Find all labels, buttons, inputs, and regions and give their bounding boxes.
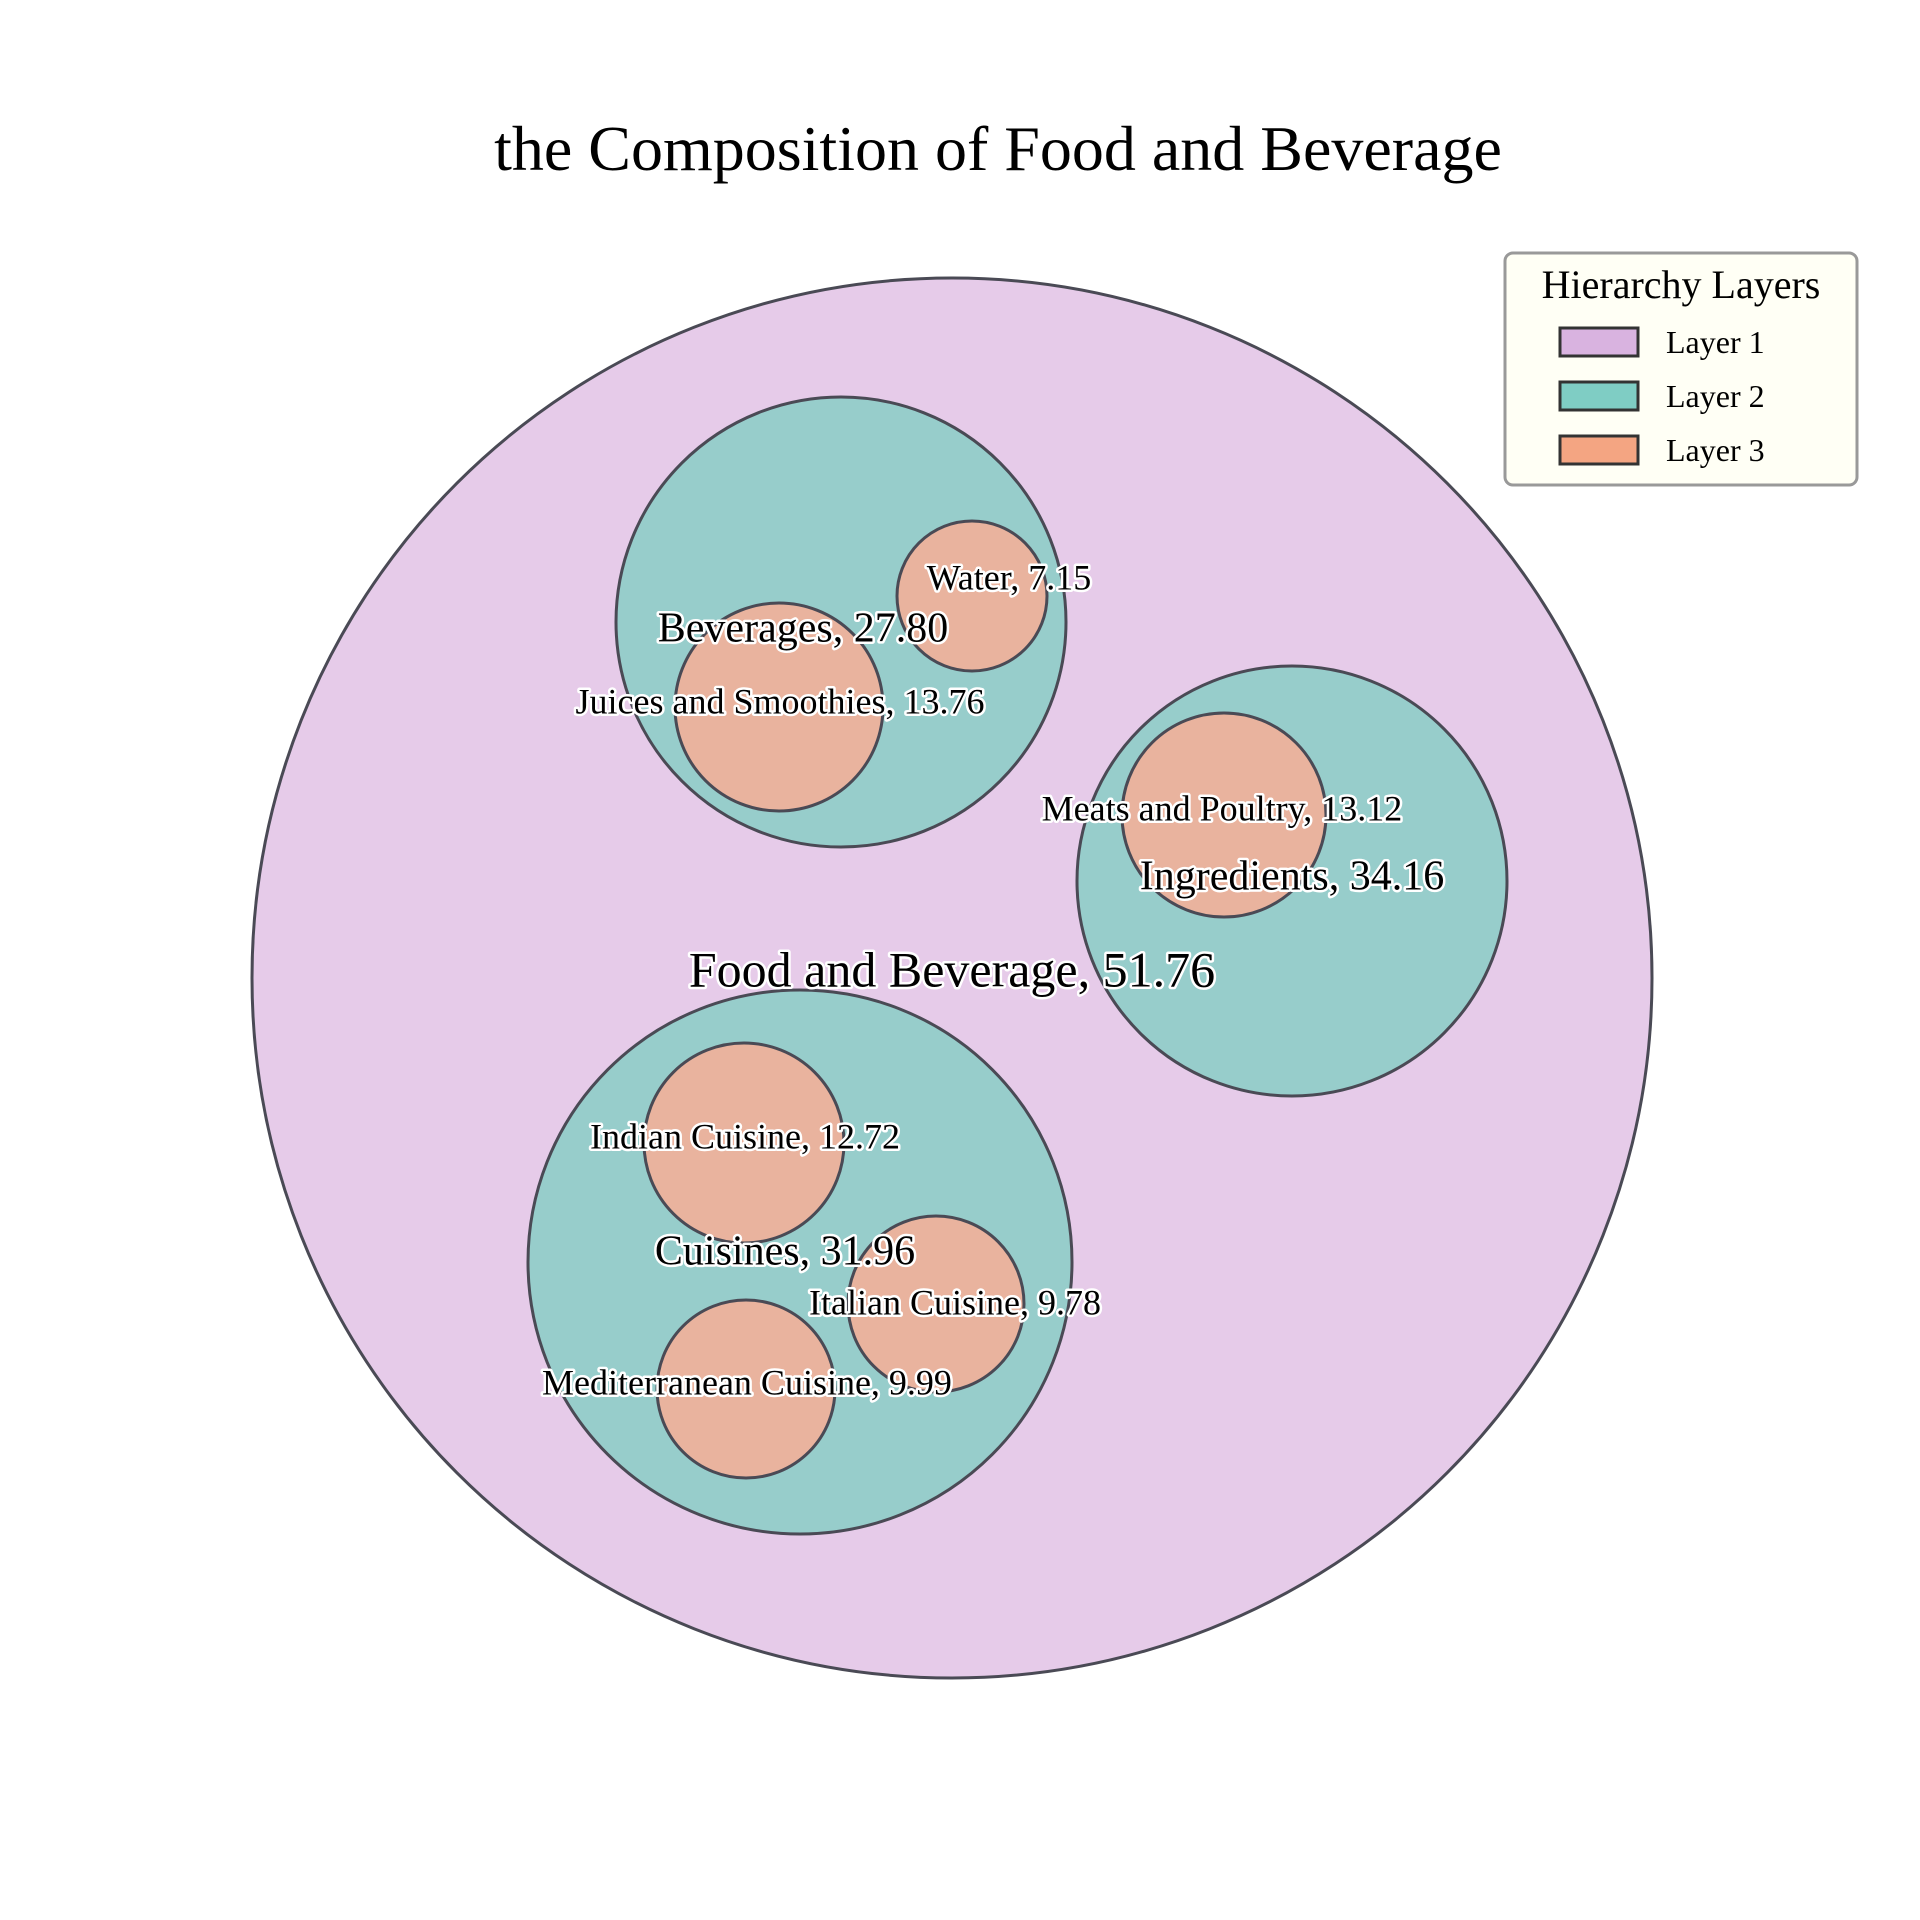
label-indian-cuisine: Indian Cuisine, 12.72 <box>590 1116 900 1156</box>
label-juices-and-smoothies: Juices and Smoothies, 13.76 <box>576 681 985 721</box>
legend-swatch-layer-2 <box>1558 380 1640 412</box>
circle-mediterranean-cuisine <box>655 1298 837 1480</box>
circle-meats-and-poultry <box>1120 711 1328 919</box>
label-meats-and-poultry: Meats and Poultry, 13.12 <box>1042 788 1403 828</box>
legend-label-layer-3: Layer 3 <box>1666 432 1765 468</box>
legend-label-layer-2: Layer 2 <box>1666 378 1765 414</box>
circle-indian-cuisine <box>642 1041 846 1245</box>
legend: Hierarchy Layers Layer 1 Layer 2 Layer 3 <box>1503 251 1859 487</box>
chart-title: the Composition of Food and Beverage <box>494 113 1502 184</box>
legend-swatch-layer-3 <box>1558 434 1640 466</box>
label-food-and-beverage: Food and Beverage, 51.76 <box>689 941 1215 997</box>
legend-title: Hierarchy Layers <box>1542 262 1821 307</box>
legend-box <box>1503 251 1859 487</box>
label-mediterranean-cuisine: Mediterranean Cuisine, 9.99 <box>542 1362 952 1402</box>
circle-water <box>895 519 1049 673</box>
label-ingredients: Ingredients, 34.16 <box>1140 854 1444 900</box>
label-italian-cuisine: Italian Cuisine, 9.78 <box>809 1282 1101 1322</box>
legend-label-layer-1: Layer 1 <box>1666 324 1765 360</box>
label-water: Water, 7.15 <box>927 557 1092 597</box>
labels-group: Food and Beverage, 51.76 Beverages, 27.80… <box>540 555 1447 1405</box>
circle-juices-and-smoothies <box>673 601 885 813</box>
label-cuisines: Cuisines, 31.96 <box>655 1229 915 1275</box>
circles-group <box>250 276 1654 1680</box>
label-beverages: Beverages, 27.80 <box>658 606 948 652</box>
legend-swatch-layer-1 <box>1558 326 1640 358</box>
legend-entries: Layer 1 Layer 2 Layer 3 <box>1558 324 1765 468</box>
circle-italian-cuisine <box>846 1214 1026 1394</box>
